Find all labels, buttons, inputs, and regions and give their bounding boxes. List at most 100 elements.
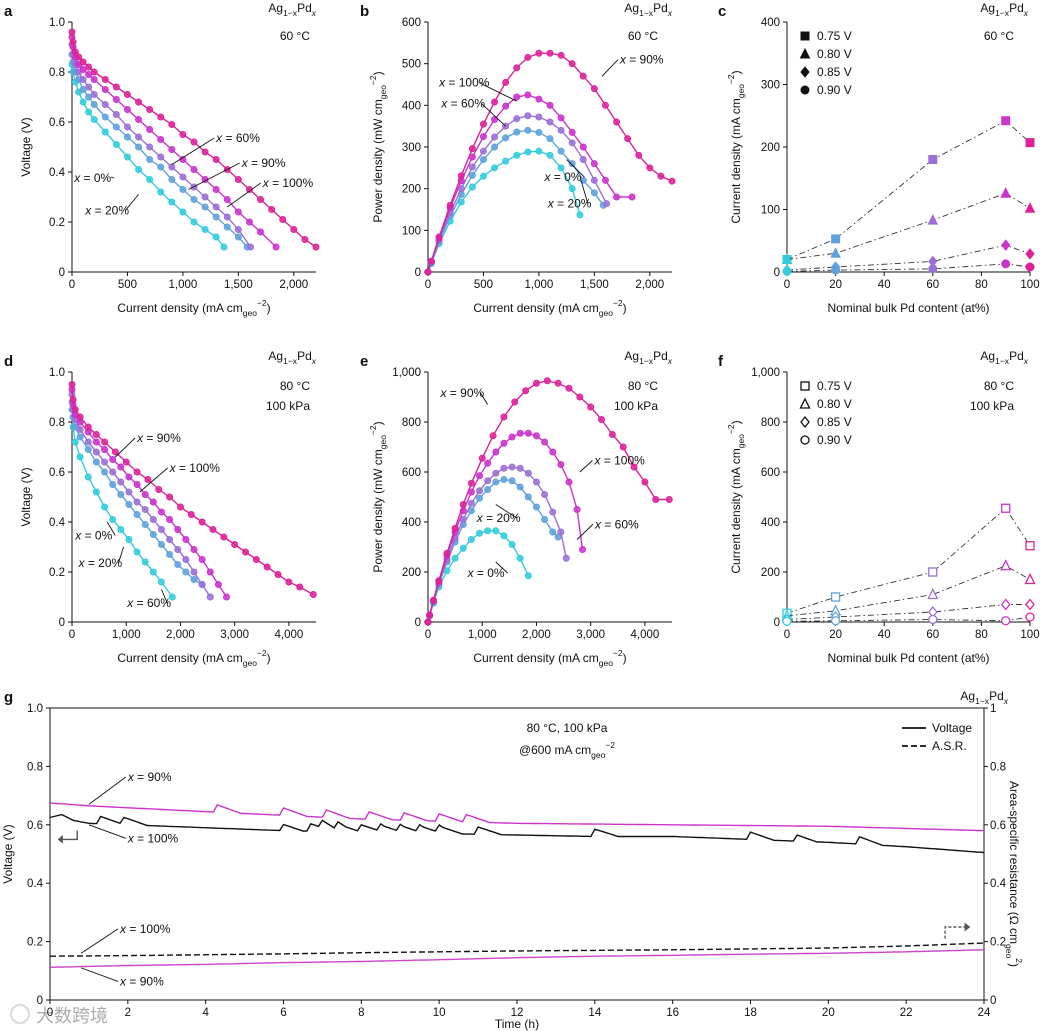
- data-point: [223, 593, 231, 601]
- material-label: Ag1−xPdx: [624, 1, 672, 18]
- data-point: [568, 128, 576, 136]
- data-point: [652, 496, 660, 503]
- data-point: [92, 448, 100, 456]
- annotation-label: x = 90%: [136, 431, 181, 445]
- data-point: [524, 493, 532, 501]
- condition-label: 80 °C: [628, 379, 658, 393]
- annotation-leader: [495, 504, 518, 519]
- panel-letter: f: [718, 353, 724, 370]
- data-point: [624, 135, 632, 143]
- y-tick-label: 1.0: [49, 17, 65, 29]
- y-tick-label: 200: [761, 142, 780, 154]
- data-point: [532, 503, 540, 511]
- data-point: [541, 491, 549, 498]
- data-point: [565, 478, 573, 486]
- data-point: [479, 172, 487, 180]
- data-point: [179, 131, 187, 138]
- data-point: [541, 516, 549, 523]
- condition-label: 100 kPa: [614, 399, 658, 413]
- annotation-leader: [161, 589, 168, 604]
- legend-label: 0.75 V: [817, 379, 852, 393]
- data-point: [231, 541, 239, 548]
- data-point: [568, 60, 576, 68]
- x-tick-label: 100: [1020, 629, 1039, 641]
- data-point: [117, 463, 125, 471]
- x-tick-label: 0: [784, 279, 790, 291]
- data-point: [549, 448, 557, 456]
- circle-marker: [800, 435, 810, 445]
- series-line: [71, 389, 228, 598]
- data-point: [71, 406, 79, 413]
- data-point: [69, 38, 77, 46]
- data-point: [657, 172, 665, 180]
- data-point: [296, 583, 304, 591]
- data-point: [220, 243, 228, 251]
- data-point: [568, 160, 576, 168]
- condition-label: 60 °C: [280, 29, 310, 43]
- series-line: [49, 802, 985, 832]
- series-line: [786, 192, 1031, 260]
- data-point: [90, 68, 98, 76]
- data-point: [524, 112, 532, 120]
- data-point: [516, 429, 524, 437]
- x-tick-label: 20: [822, 1007, 835, 1019]
- data-point: [457, 172, 465, 180]
- data-point: [427, 257, 435, 265]
- data-point: [79, 66, 87, 73]
- data-point: [85, 108, 93, 116]
- x-tick-label: 0: [47, 1007, 53, 1019]
- data-point: [492, 469, 500, 477]
- square-marker: [800, 31, 810, 41]
- data-point: [532, 432, 540, 440]
- data-point: [109, 481, 117, 488]
- data-point: [168, 146, 176, 153]
- data-point: [135, 143, 143, 151]
- annotation-leader: [579, 460, 593, 473]
- data-point: [492, 527, 500, 535]
- y-tick-label: 0.6: [49, 117, 65, 129]
- data-point: [201, 148, 209, 156]
- annotation-label: x = 20%: [476, 511, 521, 525]
- data-point: [84, 446, 92, 453]
- x-tick-label: 2,000: [166, 629, 195, 641]
- data-point: [535, 49, 543, 57]
- material-label: Ag1−xPdx: [268, 1, 316, 18]
- data-point: [220, 533, 228, 541]
- data-point: [111, 448, 119, 456]
- x-axis-label: Current density (mA cmgeo−2): [473, 298, 626, 318]
- series-line: [786, 616, 1031, 622]
- annotation-leader: [566, 159, 585, 178]
- x-tick-label: 0: [69, 629, 75, 641]
- x-tick-label: 20: [829, 279, 842, 291]
- circle-marker: [831, 265, 841, 275]
- circle-marker: [800, 85, 810, 95]
- data-point: [590, 189, 598, 197]
- data-point: [112, 83, 120, 91]
- data-point: [513, 151, 521, 159]
- x-tick-label: 2: [125, 1007, 131, 1019]
- annotation-label: x = 100%: [169, 461, 221, 475]
- y-tick-label: 400: [761, 17, 780, 29]
- data-point: [166, 536, 174, 543]
- data-point: [69, 396, 77, 403]
- data-point: [201, 203, 209, 211]
- data-point: [429, 596, 437, 604]
- square-marker: [831, 234, 841, 244]
- data-point: [198, 556, 206, 563]
- data-point: [92, 438, 100, 446]
- y-tick-label: 0.4: [49, 167, 66, 179]
- legend-label: 0.80 V: [817, 397, 852, 411]
- data-point: [234, 233, 242, 241]
- data-point: [157, 508, 165, 516]
- square-marker: [928, 567, 938, 577]
- annotation-leader: [481, 103, 506, 127]
- triangle-marker: [1000, 559, 1012, 571]
- circle-marker: [1025, 612, 1035, 622]
- data-point: [457, 198, 465, 206]
- x-tick-label: 1,000: [112, 629, 141, 641]
- annotation-leader: [106, 521, 116, 536]
- x-tick-label: 4,000: [274, 629, 303, 641]
- material-label: Ag1−xPdx: [624, 349, 672, 366]
- y-tick-label: 0: [37, 995, 43, 1007]
- legend-label: Voltage: [932, 721, 972, 735]
